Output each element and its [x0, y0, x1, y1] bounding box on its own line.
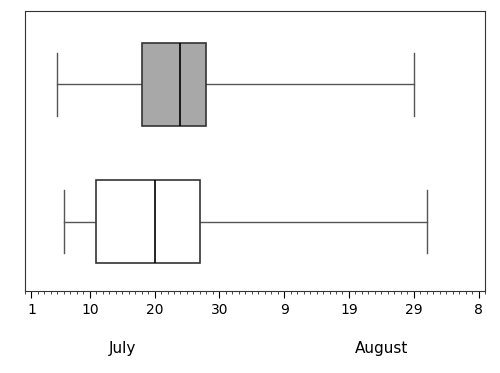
Bar — [142, 43, 206, 126]
Bar — [96, 181, 200, 263]
Text: July: July — [108, 341, 136, 356]
Text: August: August — [354, 341, 408, 356]
